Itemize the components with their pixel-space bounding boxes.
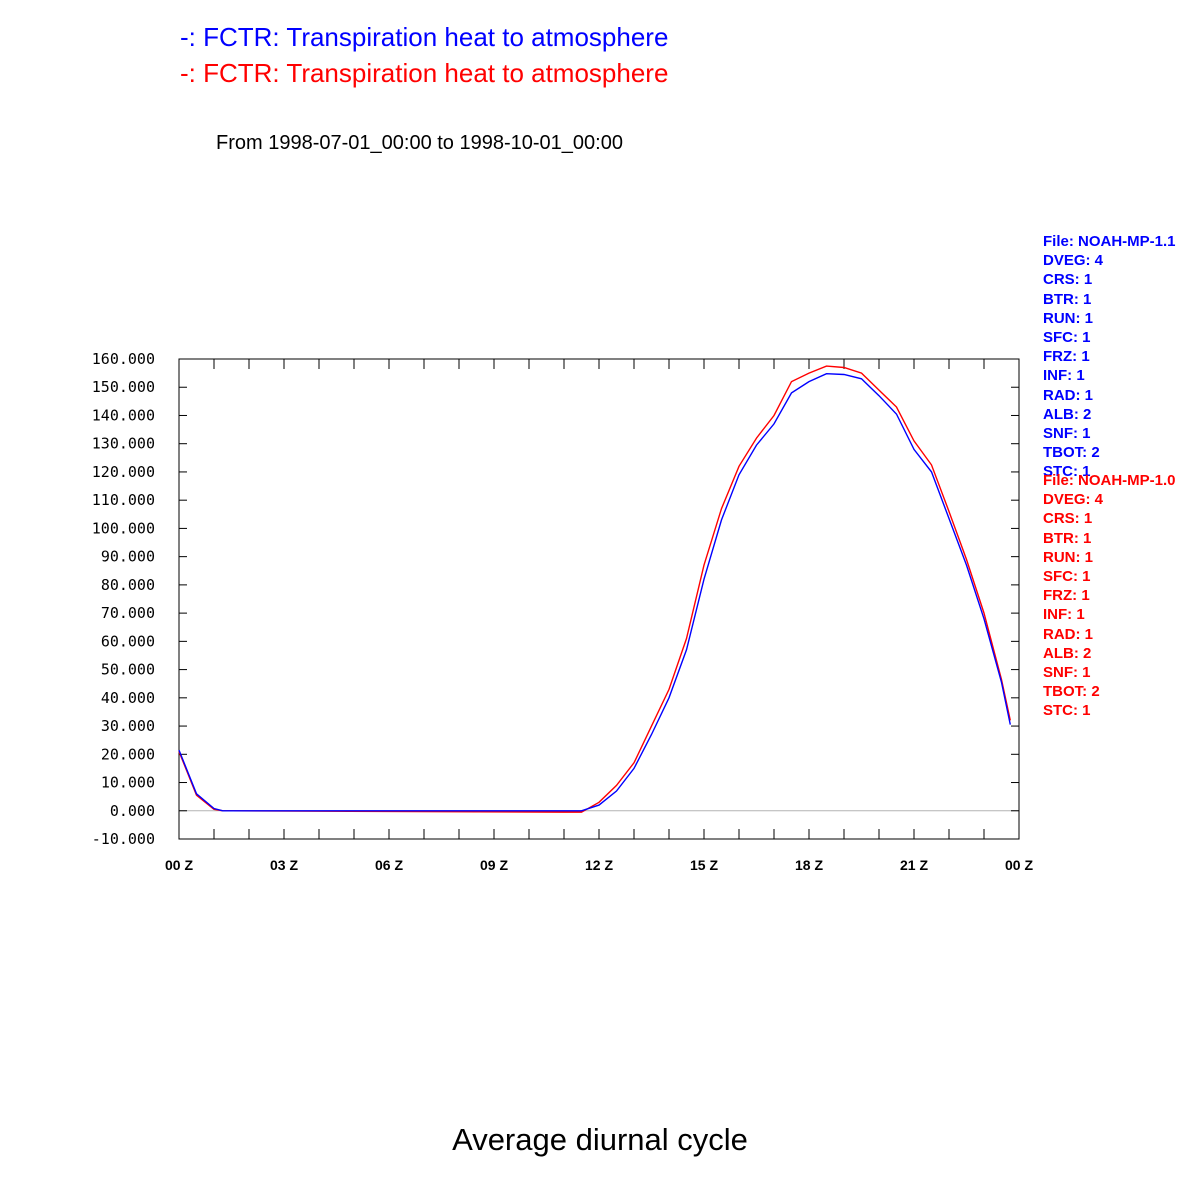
plot-frame	[178, 358, 1020, 840]
run-info-line: FRZ: 1	[1043, 348, 1090, 366]
series-line-blue	[178, 372, 1011, 812]
y-tick-label: 80.000	[101, 576, 155, 594]
x-tick-label: 09 Z	[480, 857, 508, 873]
y-tick-label: 70.000	[101, 604, 155, 622]
run-info-line: File: NOAH-MP-1.0	[1043, 472, 1176, 489]
period-subtitle: From 1998-07-01_00:00 to 1998-10-01_00:0…	[216, 132, 623, 154]
y-tick-label: 160.000	[92, 350, 155, 368]
y-tick-label: 150.000	[92, 378, 155, 396]
x-tick-label: 15 Z	[690, 857, 718, 873]
run-info-line: INF: 1	[1043, 367, 1085, 385]
run-info-line: SNF: 1	[1043, 424, 1091, 442]
run-info-line: RAD: 1	[1043, 625, 1094, 643]
y-tick-label: 30.000	[101, 717, 155, 735]
run-info-line: ALB: 2	[1043, 405, 1092, 423]
run-info-line: BTR: 1	[1043, 529, 1092, 547]
series-title-red: -: FCTR: Transpiration heat to atmospher…	[180, 58, 669, 88]
series-title-blue: -: FCTR: Transpiration heat to atmospher…	[180, 22, 669, 52]
y-tick-label: 90.000	[101, 548, 155, 566]
y-tick-label: 60.000	[101, 632, 155, 650]
y-tick-label: 40.000	[101, 689, 155, 707]
y-tick-label: -10.000	[92, 830, 155, 848]
y-tick-label: 110.000	[92, 491, 155, 509]
run-info-blue: File: NOAH-MP-1.1 DVEG: 4 CRS: 1 BTR: 1 RUN:…	[1043, 232, 1176, 481]
run-info-line: File: NOAH-MP-1.1	[1043, 233, 1176, 250]
run-info-line: STC: 1	[1043, 702, 1091, 720]
run-info-line: DVEG: 4	[1043, 491, 1104, 509]
x-tick-label: 18 Z	[795, 857, 823, 873]
y-tick-label: 120.000	[92, 463, 155, 481]
x-tick-label: 06 Z	[375, 857, 403, 873]
run-info-line: INF: 1	[1043, 606, 1085, 624]
y-tick-label: 0.000	[110, 802, 155, 820]
x-tick-label: 00 Z	[1005, 857, 1033, 873]
x-tick-label: 12 Z	[585, 857, 613, 873]
x-tick-label: 00 Z	[165, 857, 193, 873]
y-tick-label: 20.000	[101, 745, 155, 763]
y-tick-label: 130.000	[92, 435, 155, 453]
y-tick-label: 10.000	[101, 774, 155, 792]
run-info-line: DVEG: 4	[1043, 252, 1104, 270]
run-info-line: TBOT: 2	[1043, 444, 1100, 462]
run-info-line: STC: 1	[1043, 463, 1091, 481]
y-tick-label: 50.000	[101, 661, 155, 679]
run-info-line: TBOT: 2	[1043, 683, 1100, 701]
run-info-red: File: NOAH-MP-1.0 DVEG: 4 CRS: 1 BTR: 1 RUN:…	[1043, 471, 1176, 720]
chart-footer-title: Average diurnal cycle	[452, 1122, 748, 1157]
run-info-line: SFC: 1	[1043, 567, 1091, 585]
series-line-red	[178, 365, 1011, 813]
run-info-line: ALB: 2	[1043, 644, 1092, 662]
run-info-line: SFC: 1	[1043, 328, 1091, 346]
x-tick-label: 03 Z	[270, 857, 298, 873]
run-info-line: RUN: 1	[1043, 548, 1094, 566]
y-tick-label: 140.000	[92, 406, 155, 424]
run-info-line: CRS: 1	[1043, 510, 1093, 528]
run-info-line: CRS: 1	[1043, 271, 1093, 289]
run-info-line: RAD: 1	[1043, 386, 1094, 404]
run-info-line: SNF: 1	[1043, 663, 1091, 681]
x-tick-label: 21 Z	[900, 857, 928, 873]
run-info-line: FRZ: 1	[1043, 587, 1090, 605]
y-tick-label: 100.000	[92, 519, 155, 537]
run-info-line: BTR: 1	[1043, 290, 1092, 308]
run-info-line: RUN: 1	[1043, 309, 1094, 327]
